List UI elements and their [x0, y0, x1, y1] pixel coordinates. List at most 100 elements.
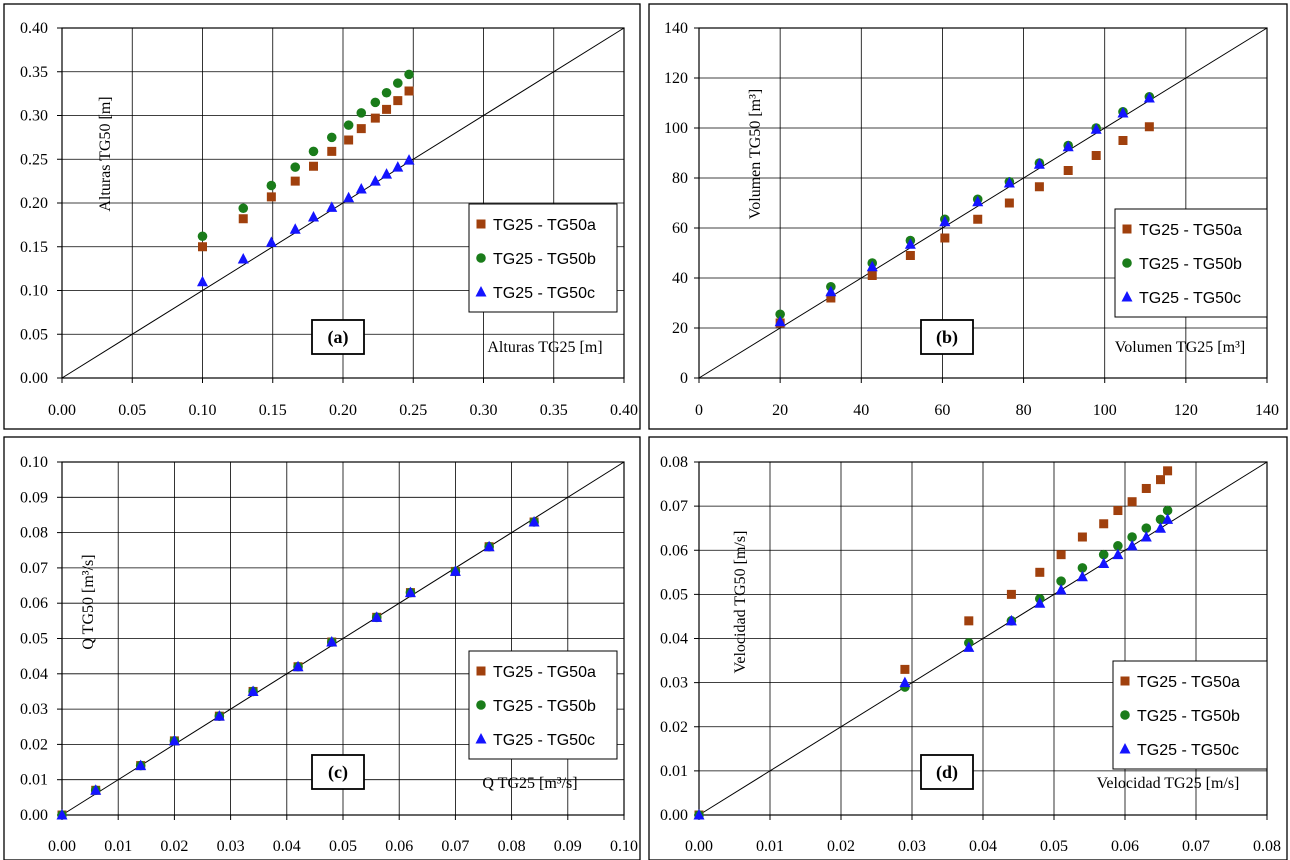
legend-entry: TG25 - TG50b [1137, 708, 1240, 725]
y-tick-label: 0.30 [20, 108, 48, 125]
x-tick-label: 100 [1093, 402, 1117, 419]
x-tick-label: 0.04 [273, 838, 301, 855]
data-point [326, 201, 338, 212]
x-tick-label: 0.20 [329, 402, 357, 419]
panel-label-box [311, 319, 365, 355]
x-tick-label: 0.07 [441, 838, 469, 855]
legend-marker [476, 700, 486, 710]
y-tick-label: 0.09 [20, 489, 48, 506]
data-point [326, 636, 338, 647]
data-point [1098, 549, 1109, 560]
panel-label-box [311, 754, 365, 790]
data-point [1006, 589, 1016, 599]
y-tick-label: 0.40 [20, 20, 48, 37]
legend-box [1114, 208, 1268, 318]
data-point [1140, 531, 1152, 542]
data-point [307, 211, 319, 222]
plot-area [61, 461, 625, 816]
data-point [237, 253, 249, 264]
x-tick-label: 0.35 [540, 402, 568, 419]
y-tick-label: 0.03 [660, 675, 688, 692]
data-point [213, 710, 225, 721]
y-axis-label: Alturas TG50 [m] [97, 96, 114, 211]
y-tick-label: 0.02 [660, 719, 688, 736]
data-point [290, 176, 300, 186]
y-tick-label: 0.25 [20, 151, 48, 168]
x-tick-label: 80 [1016, 402, 1032, 419]
data-point [356, 108, 367, 118]
x-tick-label: 0.06 [1111, 838, 1139, 855]
panel-label: (c) [328, 762, 348, 783]
x-tick-label: 0.05 [1040, 838, 1068, 855]
y-tick-label: 40 [672, 270, 688, 287]
data-point [964, 616, 974, 626]
y-tick-label: 140 [664, 20, 688, 37]
legend-marker [476, 666, 486, 676]
data-point [1077, 563, 1088, 573]
y-tick-label: 0.08 [20, 525, 48, 542]
data-point [1076, 570, 1088, 582]
legend-marker [475, 733, 487, 744]
x-tick-label: 0.08 [498, 838, 526, 855]
plot-area [698, 27, 1268, 379]
data-point [1099, 519, 1109, 529]
data-point [90, 784, 102, 795]
x-axis-label: Volumen TG25 [m³] [1115, 339, 1245, 356]
legend-entry: TG25 - TG50a [1139, 222, 1242, 239]
x-tick-label: 0.05 [118, 402, 146, 419]
data-point [308, 161, 318, 171]
data-point [1034, 182, 1044, 192]
y-tick-label: 120 [664, 70, 688, 87]
y-tick-label: 0.00 [20, 807, 48, 824]
data-point [238, 203, 249, 214]
data-point [1141, 483, 1151, 493]
identity-line [698, 461, 1268, 816]
data-point [197, 275, 208, 287]
x-tick-label: 0.03 [217, 838, 245, 855]
data-point [1155, 522, 1166, 533]
y-tick-label: 0.00 [660, 807, 688, 824]
data-point [866, 260, 878, 272]
chart-panel-4: 0.00 0.01 0.02 0.03 0.04 0.05 0.06 0.07 0.08 0.00… [648, 436, 1288, 860]
x-tick-label: 0.00 [48, 838, 76, 855]
x-tick-label: 0.01 [756, 838, 784, 855]
y-axis-label: Velocidad TG50 [m/s] [732, 531, 749, 674]
data-point [1144, 122, 1154, 132]
data-point [370, 97, 381, 108]
x-tick-label: 0.07 [1182, 838, 1210, 855]
data-point [404, 69, 414, 80]
chart-panel-1: 0.00 0.05 0.10 0.15 0.20 0.25 0.30 0.35 0.40 0.00… [3, 3, 641, 430]
data-point [972, 195, 984, 207]
legend-marker [476, 253, 486, 263]
data-point [1090, 123, 1102, 134]
legend-entry: TG25 - TG50b [1139, 256, 1242, 273]
panel-frame [3, 3, 641, 430]
plot-area [61, 27, 625, 379]
x-tick-label: 0.02 [160, 838, 188, 855]
y-axis-label: Volumen TG50 [m³] [747, 89, 764, 219]
panel-frame [3, 436, 641, 860]
x-tick-label: 0.10 [610, 838, 638, 855]
x-tick-label: 120 [1174, 402, 1198, 419]
data-point [343, 120, 354, 130]
data-point [1113, 506, 1123, 516]
data-point [1063, 166, 1073, 175]
data-point [826, 293, 836, 303]
y-tick-label: 0.07 [660, 498, 688, 515]
x-axis-label: Q TG25 [m³/s] [482, 775, 577, 792]
y-tick-label: 0.35 [20, 64, 48, 81]
data-point [1143, 92, 1155, 103]
data-point [404, 86, 414, 96]
data-point [1034, 597, 1046, 608]
data-point [392, 78, 403, 88]
chart-panel-3: 0.00 0.01 0.02 0.03 0.04 0.05 0.06 0.07 0.08 0.09… [3, 436, 641, 860]
panel-frame [648, 436, 1288, 860]
data-point [247, 685, 259, 696]
data-point [393, 96, 403, 106]
data-point [1004, 198, 1014, 208]
data-point [1077, 532, 1087, 542]
data-point [198, 242, 207, 252]
legend-entry: TG25 - TG50a [1137, 674, 1240, 691]
legend-marker [1120, 710, 1130, 720]
